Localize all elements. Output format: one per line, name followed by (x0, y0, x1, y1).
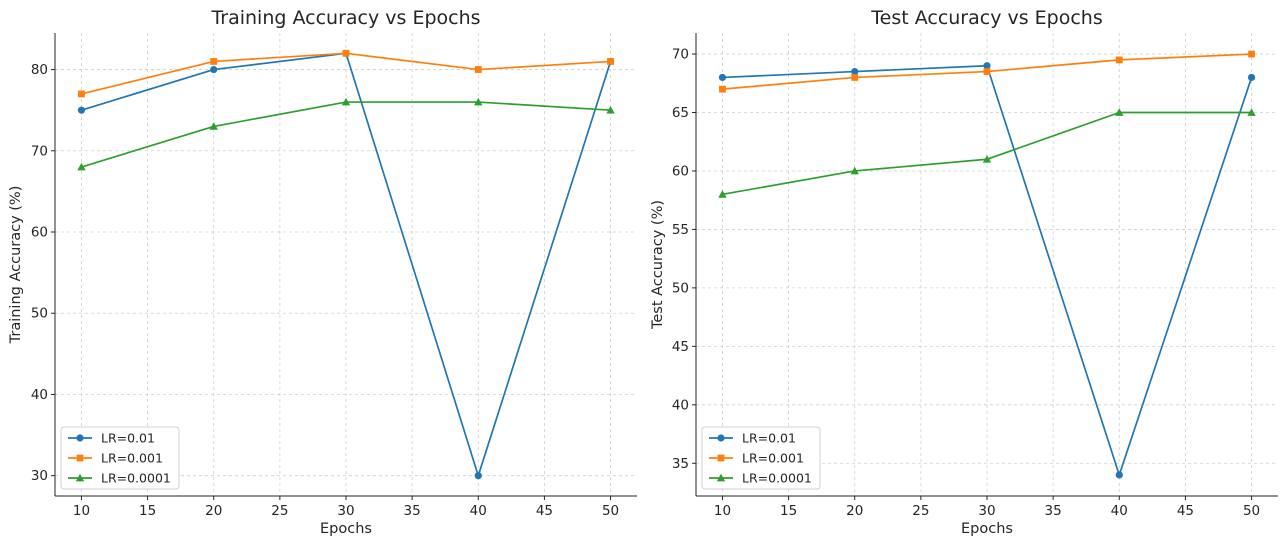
legend-label: LR=0.0001 (742, 471, 812, 486)
legend-label: LR=0.001 (742, 451, 804, 466)
x-tick-label: 20 (846, 503, 863, 519)
x-tick-label: 25 (912, 503, 929, 519)
data-point (1247, 73, 1256, 82)
data-point (474, 97, 483, 106)
legend-label: LR=0.0001 (101, 471, 171, 486)
data-point (607, 58, 614, 65)
x-tick-label: 15 (780, 503, 797, 519)
y-tick-label: 40 (31, 387, 48, 403)
legend-marker (717, 434, 725, 442)
x-tick-label: 10 (73, 503, 90, 519)
legend-label: LR=0.01 (742, 431, 796, 446)
y-tick-label: 50 (31, 306, 48, 322)
legend: LR=0.01 LR=0.001 LR=0.0001 (60, 426, 180, 490)
data-point (210, 58, 218, 65)
data-point (474, 472, 482, 480)
y-tick-label: 35 (672, 456, 689, 472)
legend-marker (716, 473, 726, 482)
data-point (1247, 108, 1256, 116)
data-point (1115, 108, 1124, 116)
legend-label: LR=0.01 (101, 431, 155, 446)
data-point (342, 49, 350, 57)
legend-marker (76, 434, 84, 442)
x-axis-label: Epochs (320, 521, 372, 537)
data-point (341, 97, 351, 106)
data-point (982, 155, 992, 163)
y-tick-label: 30 (31, 468, 48, 484)
series-2 (78, 49, 614, 98)
series-3 (718, 108, 1256, 198)
x-tick-label: 10 (714, 503, 731, 519)
series-3 (77, 97, 615, 171)
data-point (1115, 56, 1123, 64)
series-1 (77, 49, 615, 480)
x-tick-label: 30 (978, 503, 995, 519)
x-tick-label: 40 (1111, 503, 1128, 519)
test-accuracy-chart: 10 15 20 25 30 35 40 45 50 35 40 45 50 55 60 65 70 Test A… (650, 7, 1278, 537)
data-point (1248, 50, 1255, 58)
training-accuracy-chart: 10 15 20 25 30 35 40 45 50 30 40 50 60 70 80 Training A… (8, 7, 637, 537)
data-point (851, 74, 859, 81)
x-tick-label: 25 (271, 503, 288, 519)
legend-box (701, 426, 821, 490)
data-point (474, 66, 482, 73)
x-axis-label: Epochs (961, 521, 1013, 537)
y-tick-label: 60 (672, 163, 689, 179)
x-tick-label: 45 (536, 503, 553, 519)
data-point (983, 62, 991, 70)
chart-title: Test Accuracy vs Epochs (870, 7, 1103, 29)
y-tick-label: 55 (672, 222, 689, 238)
series-2 (719, 50, 1255, 93)
y-tick-label: 80 (31, 62, 48, 78)
data-point (719, 85, 726, 93)
legend-marker (717, 454, 725, 462)
y-tick-label: 45 (672, 339, 689, 355)
data-point (850, 166, 859, 175)
series-1 (718, 62, 1256, 479)
legend-marker (76, 454, 84, 462)
x-tick-label: 40 (470, 503, 487, 519)
chart-title: Training Accuracy vs Epochs (210, 7, 480, 29)
data-point (718, 73, 727, 82)
legend-label: LR=0.001 (101, 451, 163, 466)
data-point (77, 162, 86, 171)
data-point (606, 105, 615, 114)
x-tick-label: 35 (404, 503, 421, 519)
y-tick-label: 70 (672, 47, 689, 63)
y-tick-label: 65 (672, 105, 689, 121)
y-tick-label: 40 (672, 397, 689, 413)
x-tick-label: 45 (1177, 503, 1194, 519)
data-point (210, 65, 218, 74)
data-point (77, 106, 86, 114)
legend: LR=0.01 LR=0.001 LR=0.0001 (701, 426, 821, 490)
x-tick-label: 30 (337, 503, 354, 519)
data-point (718, 190, 727, 198)
data-point (209, 122, 218, 130)
y-tick-label: 50 (672, 280, 689, 296)
x-tick-label: 50 (1243, 503, 1260, 519)
x-tick-label: 20 (205, 503, 222, 519)
x-tick-label: 35 (1045, 503, 1062, 519)
data-point (983, 68, 991, 75)
data-point (851, 67, 859, 76)
x-tick-label: 15 (139, 503, 156, 519)
y-tick-label: 70 (31, 143, 48, 159)
legend-marker (75, 473, 85, 482)
y-axis-label: Training Accuracy (%) (8, 186, 24, 345)
x-tick-label: 50 (602, 503, 619, 519)
data-point (1115, 471, 1123, 479)
y-tick-label: 60 (31, 225, 48, 241)
y-axis-label: Test Accuracy (%) (650, 200, 666, 330)
data-point (78, 90, 85, 98)
legend-box (60, 426, 180, 490)
